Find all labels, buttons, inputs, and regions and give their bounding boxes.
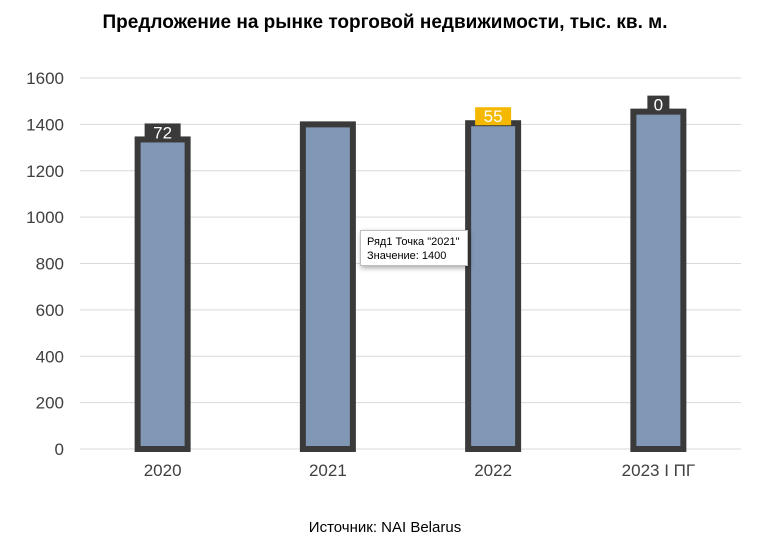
y-tick-label: 1000 <box>26 208 64 227</box>
tooltip-line-series: Ряд1 Точка "2021" <box>367 236 460 248</box>
bars <box>134 108 687 452</box>
y-tick-label: 1200 <box>26 162 64 181</box>
y-axis-ticks: 0 200 400 600 800 1000 1200 1400 1600 <box>26 69 64 459</box>
data-label-box <box>475 107 512 126</box>
y-tick-label: 1400 <box>26 115 64 134</box>
x-category-label: 2023 I ПГ <box>622 461 695 480</box>
data-label-box <box>144 123 181 142</box>
chart-title: Предложение на рынке торговой недвижимос… <box>103 12 668 33</box>
x-category-label: 2021 <box>309 461 347 480</box>
y-tick-label: 400 <box>36 347 64 366</box>
y-tick-label: 600 <box>36 301 64 320</box>
y-tick-label: 0 <box>55 440 64 459</box>
tooltip: Ряд1 Точка "2021" Значение: 1400 <box>360 230 468 266</box>
x-category-label: 2020 <box>144 461 182 480</box>
source-note: Источник: NAI Belarus <box>309 519 461 536</box>
x-category-label: 2022 <box>474 461 512 480</box>
tooltip-line-value: Значение: 1400 <box>367 250 447 262</box>
bar[interactable] <box>299 121 356 452</box>
data-label: 55 <box>484 107 503 126</box>
data-label: 0 <box>654 96 663 115</box>
bar[interactable] <box>630 108 687 452</box>
y-tick-label: 200 <box>36 394 64 413</box>
x-axis-categories: 2020 2021 2022 2023 I ПГ <box>144 461 695 480</box>
data-labels: 72 55 0 <box>144 95 670 142</box>
y-tick-label: 1600 <box>26 69 64 88</box>
bar[interactable] <box>465 120 522 452</box>
y-tick-label: 800 <box>36 255 64 274</box>
bar[interactable] <box>134 136 191 452</box>
data-label-box <box>647 95 670 114</box>
data-label: 72 <box>153 123 172 142</box>
